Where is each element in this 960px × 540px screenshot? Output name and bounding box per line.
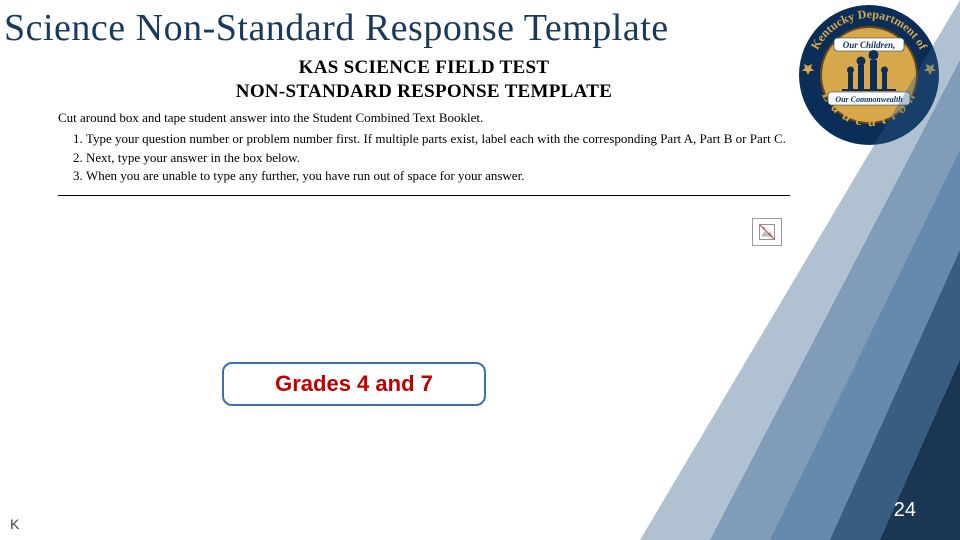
grades-badge: Grades 4 and 7 (222, 362, 486, 406)
doc-instruction-item: Next, type your answer in the box below. (86, 149, 790, 167)
broken-image-icon (752, 218, 782, 246)
grades-badge-label: Grades 4 and 7 (275, 371, 433, 397)
doc-instruction-item: When you are unable to type any further,… (86, 167, 790, 185)
svg-text:Our Commonwealth: Our Commonwealth (835, 95, 903, 104)
slide: Science Non-Standard Response Template K… (0, 0, 960, 540)
corner-letter: K (10, 516, 19, 532)
svg-text:Our Children,: Our Children, (843, 40, 896, 50)
page-title: Science Non-Standard Response Template (4, 6, 669, 50)
doc-instructions-list: Type your question number or problem num… (58, 130, 790, 185)
kde-logo: Kentucky Department of E d u c a t i o n… (794, 0, 944, 150)
doc-heading: KAS SCIENCE FIELD TEST NON-STANDARD RESP… (58, 56, 790, 104)
divider (58, 195, 790, 196)
document-snippet: KAS SCIENCE FIELD TEST NON-STANDARD RESP… (58, 56, 790, 196)
doc-heading-line2: NON-STANDARD RESPONSE TEMPLATE (236, 81, 612, 102)
doc-instruction-item: Type your question number or problem num… (86, 130, 790, 148)
page-number: 24 (894, 499, 916, 522)
doc-intro: Cut around box and tape student answer i… (58, 110, 790, 127)
doc-heading-line1: KAS SCIENCE FIELD TEST (299, 57, 550, 78)
